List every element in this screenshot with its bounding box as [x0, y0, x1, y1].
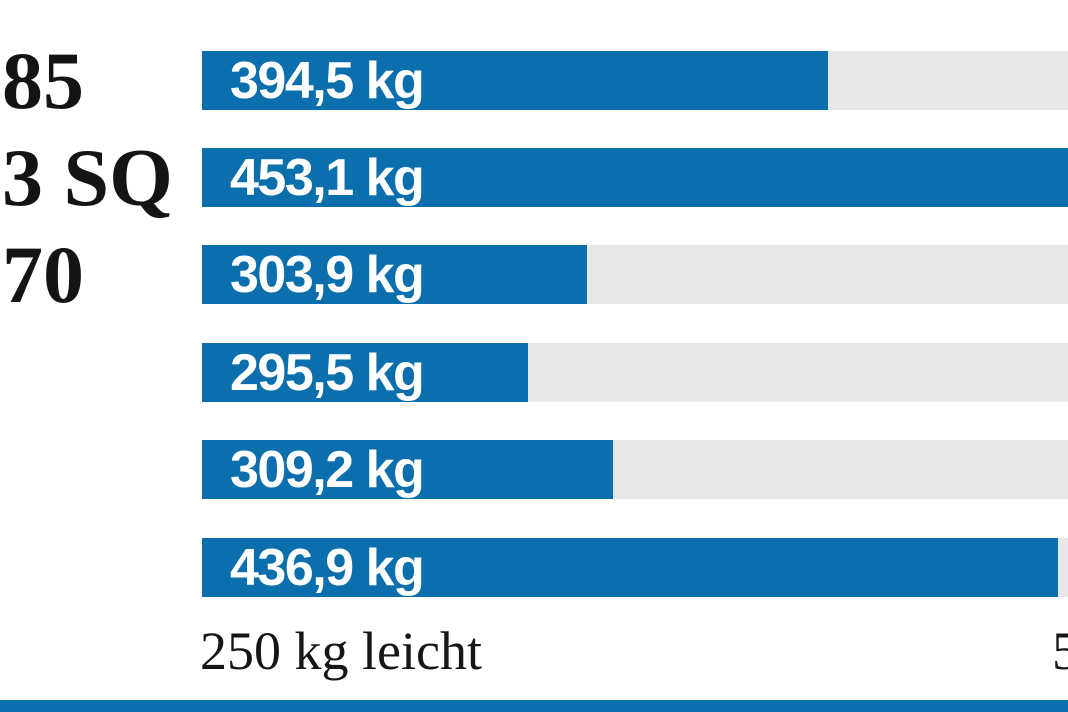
chart-row: 295,5 kg	[0, 343, 1068, 402]
bar-value-label: 295,5 kg	[230, 343, 425, 402]
bar-fill: 303,9 kg	[202, 245, 588, 304]
bottom-accent-strip	[0, 700, 1068, 712]
bar-track: 303,9 kg	[202, 245, 1068, 304]
bar-track: 436,9 kg	[202, 538, 1068, 597]
bar-track: 453,1 kg	[202, 148, 1068, 207]
bar-fill: 436,9 kg	[202, 538, 1058, 597]
bar-value-label: 436,9 kg	[230, 538, 425, 597]
bar-fill: 295,5 kg	[202, 343, 528, 402]
chart-row: 3 SQ 453,1 kg	[0, 136, 1068, 218]
category-label: 85	[2, 34, 84, 126]
bar-track: 309,2 kg	[202, 440, 1068, 499]
x-axis-label-left: 250 kg leicht	[200, 621, 482, 681]
bar-track: 394,5 kg	[202, 51, 1068, 110]
bar-fill: 394,5 kg	[202, 51, 829, 110]
chart-row: 309,2 kg	[0, 440, 1068, 499]
category-label: 70	[2, 228, 84, 320]
chart-row: 70 303,9 kg	[0, 233, 1068, 315]
chart-row: 85 394,5 kg	[0, 39, 1068, 121]
chart-row: 436,9 kg	[0, 538, 1068, 597]
bar-track: 295,5 kg	[202, 343, 1068, 402]
bar-fill: 309,2 kg	[202, 440, 614, 499]
category-label: 3 SQ	[2, 131, 173, 223]
bar-value-label: 309,2 kg	[230, 440, 425, 499]
bar-value-label: 453,1 kg	[230, 148, 425, 207]
bar-fill: 453,1 kg	[202, 148, 1068, 207]
bar-value-label: 303,9 kg	[230, 245, 425, 304]
bar-value-label: 394,5 kg	[230, 51, 425, 110]
x-axis-label-right: 5	[1052, 621, 1068, 681]
